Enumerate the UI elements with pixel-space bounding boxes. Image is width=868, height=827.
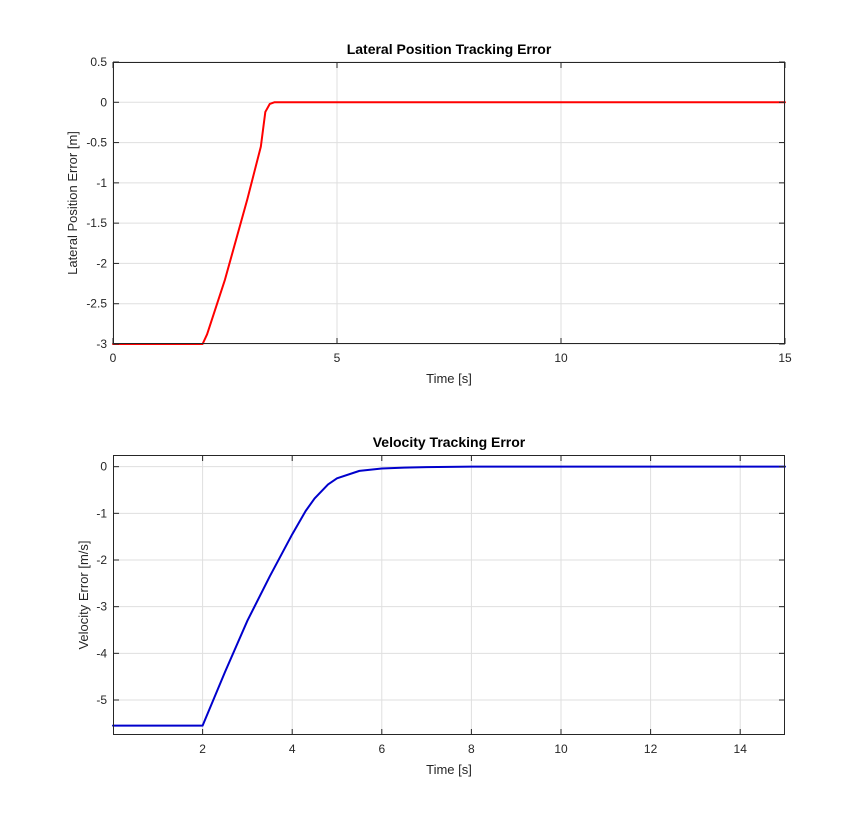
position-plot-area [113, 62, 785, 344]
position-chart-title: Lateral Position Tracking Error [347, 41, 552, 57]
position-x-axis-label: Time [s] [426, 371, 472, 386]
velocity-x-tick-label: 12 [644, 742, 658, 756]
velocity-chart: 2 4 6 8 10 12 14 0 -1 -2 -3 -4 -5 Velocity Tracking E… [76, 434, 786, 777]
velocity-y-axis-label: Velocity Error [m/s] [76, 540, 91, 649]
velocity-x-tick-label: 6 [378, 742, 385, 756]
position-y-tick-label: -2 [96, 256, 107, 270]
position-x-tick-label: 0 [110, 351, 117, 365]
position-y-tick-label: -1 [96, 176, 107, 190]
position-axes-box [113, 62, 785, 344]
position-y-tick-label: -3 [96, 337, 107, 351]
velocity-x-tick-label: 4 [289, 742, 296, 756]
velocity-x-tick-label: 2 [199, 742, 206, 756]
lateral-position-chart: 0 5 10 15 0.5 0 -0.5 -1 -1.5 -2 -2.5 -3 Lateral Posi… [65, 41, 792, 386]
velocity-x-tick-label: 8 [468, 742, 475, 756]
position-x-tick-label: 10 [554, 351, 568, 365]
velocity-y-tick-label: -4 [96, 646, 107, 660]
position-y-axis-label: Lateral Position Error [m] [65, 131, 80, 275]
velocity-axes-box [113, 455, 785, 735]
velocity-x-tick-label: 14 [734, 742, 748, 756]
position-y-tick-label: -2.5 [86, 297, 107, 311]
position-y-tick-label: -0.5 [86, 136, 107, 150]
velocity-y-tick-label: 0 [100, 460, 107, 474]
position-y-tick-label: 0 [100, 95, 107, 109]
velocity-y-tick-label: -1 [96, 506, 107, 520]
position-x-tick-label: 5 [334, 351, 341, 365]
position-x-tick-label: 15 [778, 351, 792, 365]
velocity-x-tick-label: 10 [554, 742, 568, 756]
velocity-x-axis-label: Time [s] [426, 762, 472, 777]
velocity-y-tick-label: -5 [96, 693, 107, 707]
velocity-plot-area [113, 455, 785, 735]
velocity-chart-title: Velocity Tracking Error [373, 434, 526, 450]
velocity-y-tick-label: -3 [96, 600, 107, 614]
velocity-series-line [112, 465, 786, 727]
position-y-tick-label: 0.5 [90, 55, 107, 69]
position-y-tick-label: -1.5 [86, 216, 107, 230]
velocity-y-tick-label: -2 [96, 553, 107, 567]
position-series-line [112, 101, 786, 345]
